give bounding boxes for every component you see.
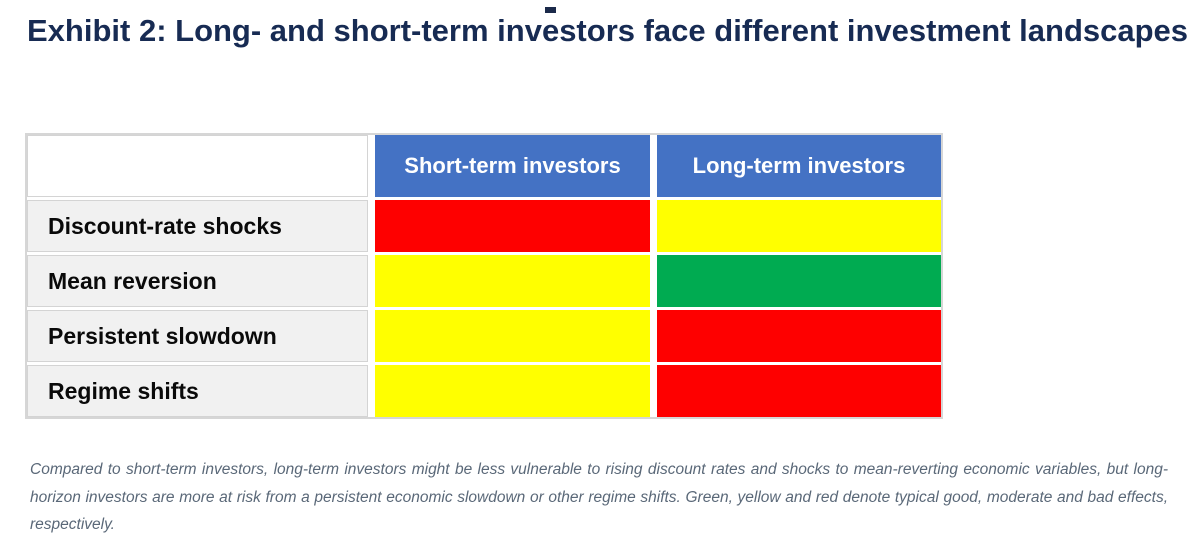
- row-label-discount-rate-shocks: Discount-rate shocks: [27, 200, 368, 252]
- column-header-long-term: Long-term investors: [657, 135, 941, 197]
- page-crop-artifact: [545, 7, 556, 13]
- risk-cell-slowdown-long: [657, 310, 941, 362]
- investor-landscape-table: Short-term investors Long-term investors…: [25, 133, 943, 419]
- column-header-short-term: Short-term investors: [375, 135, 650, 197]
- exhibit-footnote: Compared to short-term investors, long-t…: [30, 461, 1168, 533]
- risk-cell-mean-short: [375, 255, 650, 307]
- row-label-persistent-slowdown: Persistent slowdown: [27, 310, 368, 362]
- risk-cell-discount-short: [375, 200, 650, 252]
- exhibit-title: Exhibit 2: Long- and short-term investor…: [27, 13, 1189, 48]
- table-corner-cell: [27, 135, 368, 197]
- risk-cell-slowdown-short: [375, 310, 650, 362]
- row-label-regime-shifts: Regime shifts: [27, 365, 368, 417]
- risk-cell-regime-long: [657, 365, 941, 417]
- row-label-mean-reversion: Mean reversion: [27, 255, 368, 307]
- risk-cell-mean-long: [657, 255, 941, 307]
- risk-cell-regime-short: [375, 365, 650, 417]
- risk-cell-discount-long: [657, 200, 941, 252]
